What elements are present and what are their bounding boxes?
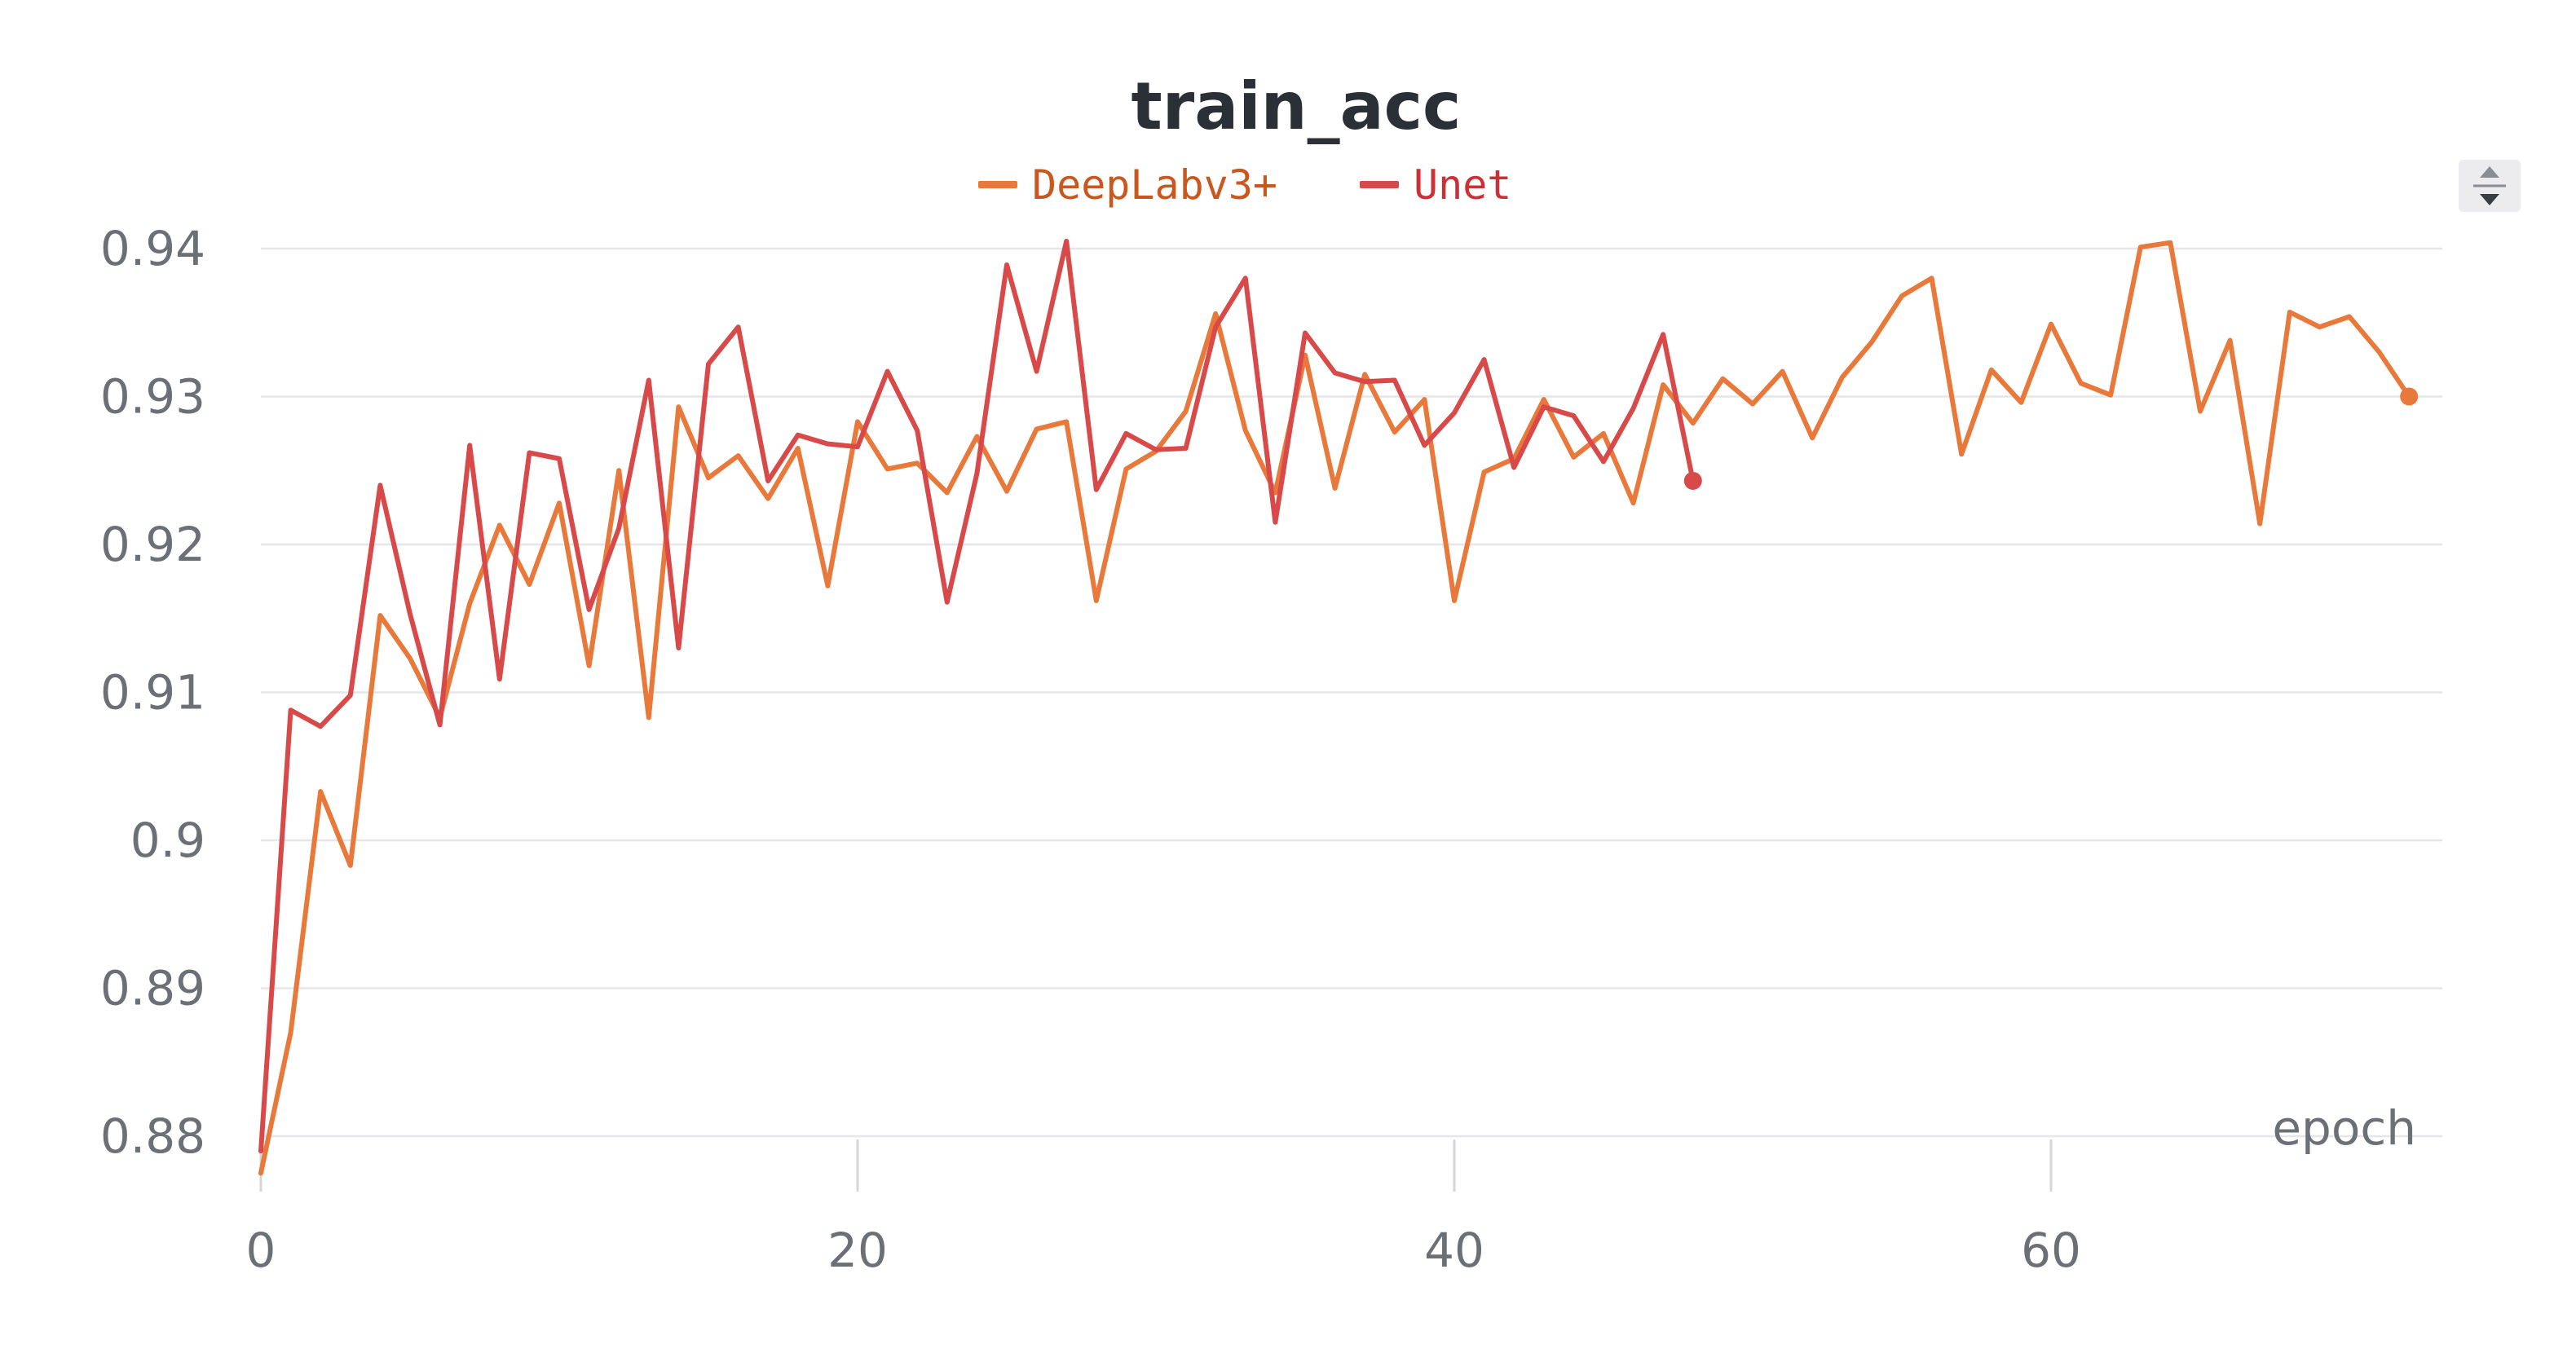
legend-entry[interactable]: Unet: [1414, 161, 1511, 209]
legend-swatch: [978, 181, 1017, 188]
x-axis-label: epoch: [2272, 1100, 2416, 1156]
x-tick-label: 20: [827, 1223, 888, 1278]
series-layer: [258, 238, 2419, 1176]
x-tick-label: 40: [1424, 1223, 1484, 1278]
x-tick-label: 0: [246, 1223, 276, 1278]
y-tick-label: 0.92: [100, 517, 205, 572]
y-tick-label: 0.89: [100, 961, 205, 1016]
series-line-deeplabv3-: [258, 240, 2412, 1176]
y-tick-label: 0.91: [100, 665, 205, 721]
series-end-marker: [2400, 387, 2419, 406]
legend-entry[interactable]: DeepLabv3+: [1032, 161, 1277, 209]
x-tick-label: 60: [2021, 1223, 2081, 1278]
series-line-unet: [258, 238, 1696, 1154]
gridlines: [261, 247, 2442, 1138]
legend-swatch: [1360, 181, 1399, 188]
legend-scroll-button[interactable]: [2459, 160, 2521, 212]
legend: DeepLabv3+ Unet: [978, 161, 1511, 209]
chart-title: train_acc: [1131, 68, 1462, 144]
y-tick-label: 0.88: [100, 1108, 205, 1164]
y-tick-label: 0.93: [100, 369, 205, 425]
y-tick-label: 0.94: [100, 221, 205, 276]
x-axis-tick-labels: 0 20 40 60: [246, 1139, 2081, 1278]
y-tick-label: 0.9: [130, 813, 205, 868]
y-axis-tick-labels: 0.88 0.89 0.9 0.91 0.92 0.93 0.94: [100, 221, 205, 1164]
up-down-arrows-icon: [2473, 166, 2506, 205]
series-end-marker: [1683, 471, 1702, 490]
